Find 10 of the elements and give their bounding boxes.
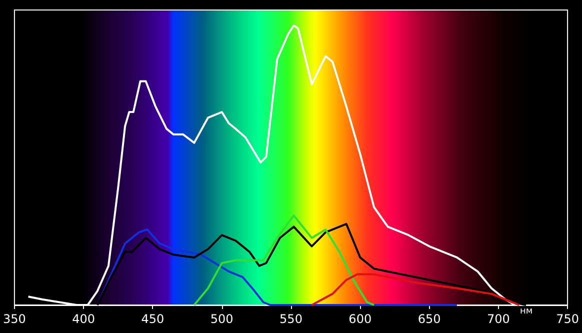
x-tick-label: 750 (556, 312, 579, 326)
x-tick-label: 400 (72, 312, 96, 326)
x-tick-label: 700 (486, 312, 510, 326)
x-tick-label: 550 (280, 312, 302, 326)
x-tick-label: 650 (418, 312, 441, 326)
x-tick-label: 350 (3, 312, 26, 326)
x-tick-label: 600 (348, 312, 372, 326)
x-tick-label: 500 (210, 312, 234, 326)
x-tick-label: 450 (141, 312, 164, 326)
x-axis-title: нм (520, 306, 533, 316)
